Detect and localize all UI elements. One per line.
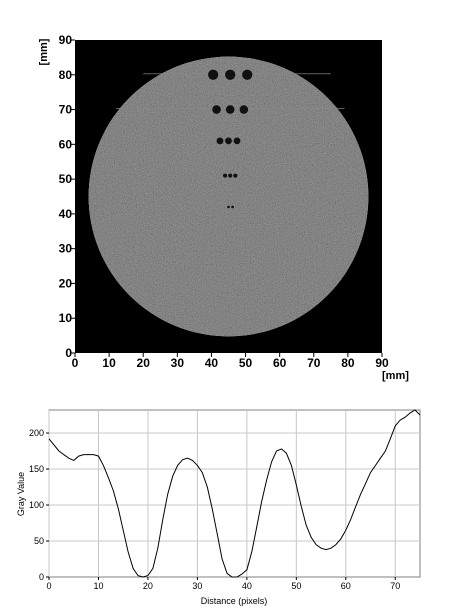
plot-x-tick-label: 60 [341, 581, 351, 591]
image-y-tick-label: 70 [59, 103, 73, 117]
image-x-tick-label: 60 [273, 356, 287, 370]
hole [216, 137, 224, 145]
image-x-tick-label: 50 [239, 356, 253, 370]
image-y-tick-label: 90 [59, 33, 73, 47]
hole [239, 105, 249, 114]
grid-lines [48, 410, 420, 577]
image-x-tick-label: 20 [137, 356, 151, 370]
hole [223, 173, 228, 178]
plot-y-tick-label: 50 [34, 536, 44, 546]
hole [225, 69, 236, 80]
phantom-image-chart: 0 10 20 30 40 50 60 70 80 90 0102030405060708090 … [38, 33, 409, 382]
hole [225, 105, 235, 114]
image-x-tick-label: 0 [72, 356, 79, 370]
image-x-tick-label: 70 [307, 356, 321, 370]
plot-y-tick-label: 0 [39, 572, 44, 582]
image-y-tick-label: 20 [59, 276, 73, 290]
series-line-gray-value [48, 409, 421, 578]
plot-x-axis-label: Distance (pixels) [201, 596, 268, 606]
image-x-axis-label: [mm] [382, 370, 409, 382]
plot-y-tick-label: 100 [29, 500, 44, 510]
image-y-ticks: 0 10 20 30 40 50 60 70 80 90 [59, 33, 75, 360]
plot-x-tick-label: 10 [93, 581, 103, 591]
image-x-tick-label: 80 [341, 356, 355, 370]
hole [228, 173, 233, 178]
hole [225, 137, 232, 145]
plot-x-tick-label: 30 [192, 581, 202, 591]
image-y-tick-label: 60 [59, 137, 73, 151]
plot-y-tick-label: 200 [29, 428, 44, 438]
hole-pattern [208, 69, 253, 209]
image-y-axis-label: [mm] [38, 38, 50, 65]
hole [231, 205, 234, 209]
image-y-tick-label: 0 [65, 346, 72, 360]
image-y-tick-label: 30 [59, 242, 73, 256]
plot-x-tick-label: 40 [242, 581, 252, 591]
image-x-tick-label: 30 [171, 356, 185, 370]
phantom-disc [88, 56, 369, 337]
plot-y-ticks: 0 50 100 150 200 [29, 428, 49, 582]
image-x-tick-label: 40 [205, 356, 219, 370]
plot-y-tick-label: 150 [29, 464, 44, 474]
plot-y-axis-label: Gray Value [16, 472, 26, 516]
plot-x-tick-label: 50 [291, 581, 301, 591]
hole [233, 173, 238, 178]
hole [208, 69, 219, 80]
image-x-ticks: 0 10 20 30 40 50 60 70 80 90 [72, 353, 389, 370]
plot-area [48, 409, 421, 578]
hole [233, 137, 241, 145]
image-y-tick-label: 40 [59, 207, 73, 221]
plot-x-tick-label: 70 [390, 581, 400, 591]
plot-x-ticks: 0 10 20 30 40 50 60 70 [46, 577, 400, 591]
plot-x-tick-label: 0 [46, 581, 51, 591]
hole [227, 205, 230, 209]
plot-x-tick-label: 20 [143, 581, 153, 591]
image-x-tick-label: 10 [102, 356, 116, 370]
image-y-tick-label: 80 [59, 68, 73, 82]
image-y-tick-label: 50 [59, 172, 73, 186]
image-y-tick-label: 10 [59, 311, 73, 325]
hole [242, 69, 253, 80]
image-x-tick-label: 90 [375, 356, 389, 370]
profile-line-chart: 0 10 20 30 40 50 60 70 0 50 100 150 200 Distance (p… [16, 409, 421, 606]
hole [212, 105, 221, 114]
